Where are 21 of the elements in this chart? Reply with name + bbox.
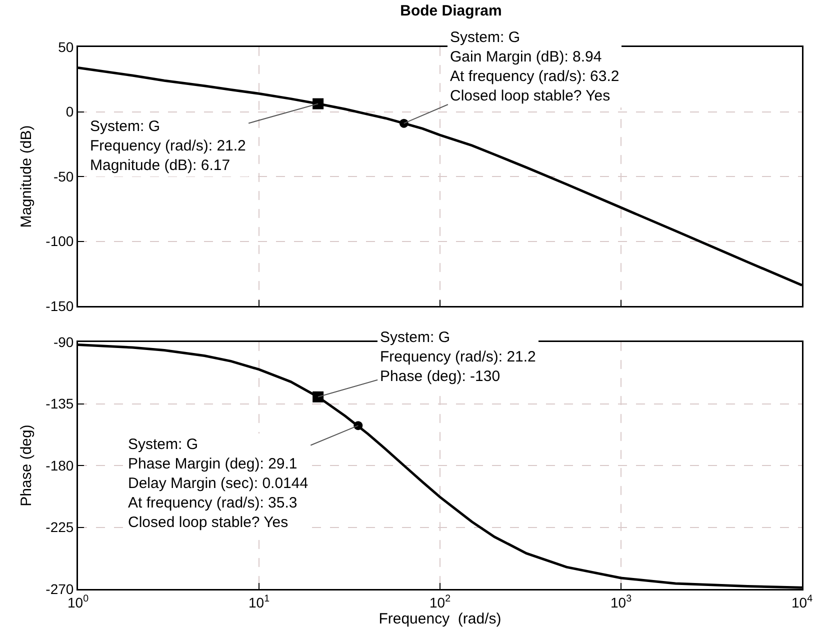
y-tick-label: -225: [46, 519, 74, 536]
x-axis-title: Frequency (rad/s): [378, 610, 502, 628]
x-tick-label: 10$^{4}$: [791, 593, 814, 610]
y-axis-title: Phase (deg): [18, 424, 36, 506]
y-axis-title: Magnitude (dB): [18, 125, 36, 228]
annotation: System: G Frequency (rad/s): 21.2 Magnitude (dB): 6.17: [90, 118, 246, 174]
y-tick-label: 50: [58, 38, 74, 55]
y-tick-label: 0: [66, 104, 74, 120]
y-tick-label: -100: [46, 233, 74, 250]
y-tick-label: -90: [53, 334, 74, 350]
y-tick-label: -135: [46, 396, 74, 412]
y-tick-label: -150: [46, 298, 74, 314]
annotation: System: G Gain Margin (dB): 8.94 At frequency (rad/s): 63.2 Closed loop stable? Yes: [450, 29, 620, 104]
x-tick-label: 10$^{3}$: [610, 593, 632, 610]
y-tick-label: -50: [53, 168, 74, 184]
x-tick-label: 10$^{2}$: [429, 593, 451, 610]
annotation: System: G Frequency (rad/s): 21.2 Phase (deg): -130: [380, 329, 536, 385]
chart-title: Bode Diagram: [400, 2, 502, 20]
x-tick-label: 10$^{1}$: [248, 593, 270, 610]
annotation: System: G Phase Margin (deg): 29.1 Delay Margin (sec): 0.0144 At frequency (rad/s): 35.3 Closed loop stable? Yes: [128, 436, 308, 531]
y-tick-label: -180: [46, 457, 74, 474]
